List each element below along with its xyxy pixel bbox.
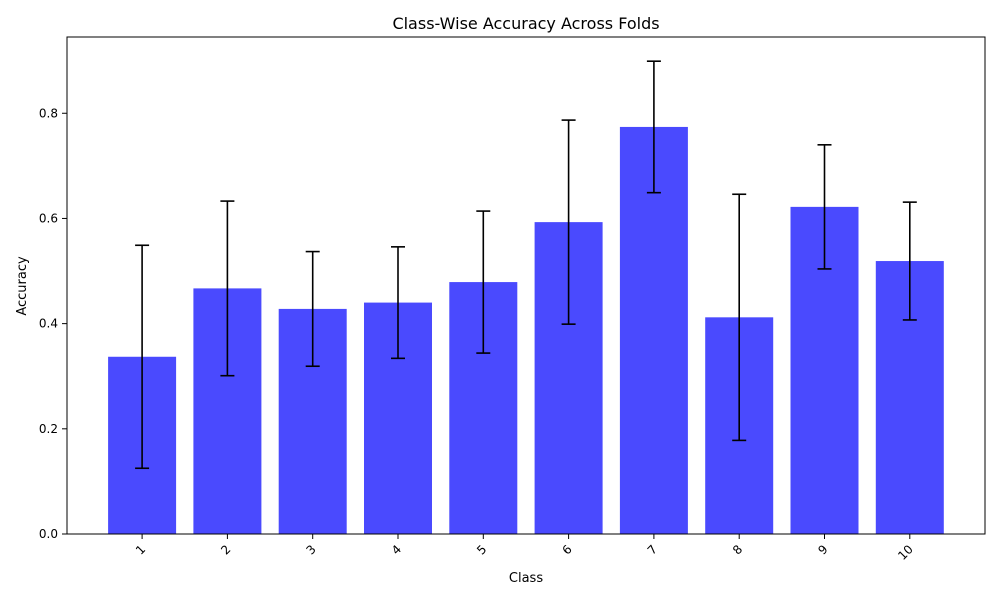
x-tick-label: 9: [815, 542, 830, 557]
x-tick-label: 3: [304, 542, 319, 557]
plot-area: 0.0 0.2 0.4 0.6 0.8 1 2 3 4 5 6 7 8 9 10: [39, 60, 944, 563]
chart-title: Class-Wise Accuracy Across Folds: [392, 14, 659, 33]
x-tick-label: 7: [645, 542, 660, 557]
x-tick-label: 8: [730, 542, 745, 557]
x-tick-label: 4: [389, 542, 404, 557]
plot-frame: [66, 36, 986, 535]
y-tick-label: 0.4: [39, 317, 58, 331]
x-axis-label: Class: [509, 571, 543, 586]
bar: [619, 126, 688, 534]
y-tick-label: 0.2: [39, 422, 58, 436]
x-tick-label: 10: [895, 542, 916, 563]
x-tick-label: 1: [133, 542, 148, 557]
y-tick-label: 0.0: [39, 527, 58, 541]
y-tick-label: 0.8: [39, 106, 58, 120]
x-tick-label: 2: [218, 542, 233, 557]
x-tick-label: 5: [474, 542, 489, 557]
y-axis-label: Accuracy: [15, 256, 30, 316]
x-tick-label: 6: [559, 542, 574, 557]
y-tick-label: 0.6: [39, 211, 58, 225]
